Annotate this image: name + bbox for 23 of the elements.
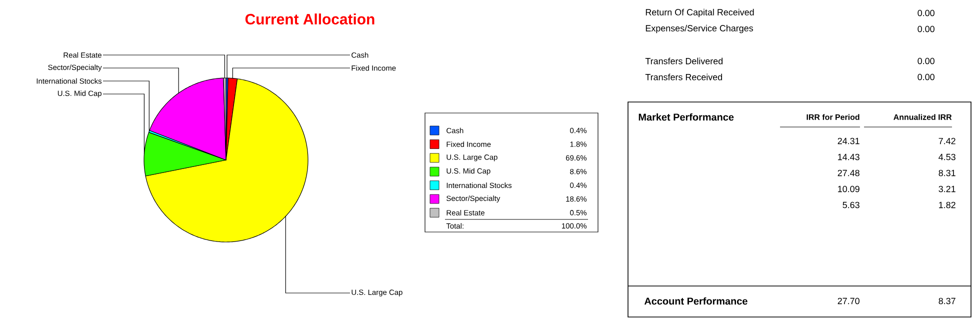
text: 7.42	[938, 138, 956, 144]
text: 27.70	[838, 298, 860, 304]
text: 0.00	[918, 58, 934, 64]
text: Expenses/Service Charges	[646, 24, 754, 34]
text: Market Performance	[638, 113, 734, 121]
text: 4.53	[938, 154, 956, 160]
text: Return Of Capital Received	[646, 8, 754, 18]
text: 0.00	[918, 10, 934, 16]
text: Transfers Received	[645, 74, 722, 80]
text: 8.31	[938, 170, 956, 176]
text: 1.82	[939, 202, 956, 208]
text: 27.48	[838, 170, 860, 176]
text: 3.21	[938, 186, 956, 192]
text: 0.00	[918, 74, 934, 80]
text: 24.31	[838, 138, 860, 144]
text: 0.00	[918, 26, 934, 32]
text: 5.63	[842, 202, 860, 208]
text: 10.09	[838, 186, 860, 192]
text: Transfers Delivered	[645, 58, 723, 64]
text: Account Performance	[644, 297, 748, 305]
text: 8.37	[938, 298, 956, 304]
text: 14.43	[838, 154, 860, 160]
chart-title: Current Allocation	[245, 14, 374, 24]
